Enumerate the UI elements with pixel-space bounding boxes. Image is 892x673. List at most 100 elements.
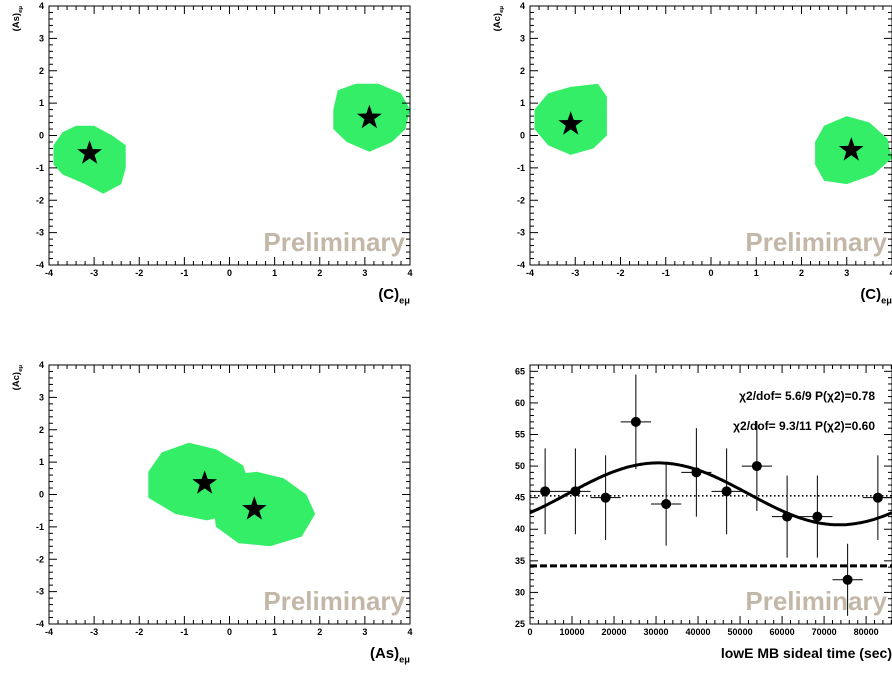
data-point: [751, 461, 762, 472]
x-tick-label: 1: [272, 268, 277, 278]
data-point: [842, 574, 853, 585]
x-tick-label: 4: [889, 268, 892, 278]
y-tick-label: 1: [520, 98, 525, 108]
y-tick-label: 25: [515, 619, 525, 629]
watermark-text: Preliminary: [745, 586, 887, 616]
contour-region: [53, 125, 126, 194]
y-tick-label: 0: [39, 490, 44, 500]
y-tick-label: 60: [515, 398, 525, 408]
x-tick-label: 80000: [854, 627, 879, 637]
y-tick-label: -4: [36, 619, 44, 629]
fit-annotation: χ2/dof= 5.6/9 P(χ2)=0.78: [739, 389, 875, 403]
data-point: [630, 416, 641, 427]
axis-title: (As)eμ: [370, 645, 410, 665]
x-tick-label: -1: [662, 268, 670, 278]
plot-area: [530, 374, 892, 616]
y-tick-label: 2: [520, 66, 525, 76]
x-tick-label: 0: [227, 268, 232, 278]
y-tick-label: 50: [515, 461, 525, 471]
chart-panel-bottom-left: Preliminary -4 -3 -2 -1 0 1 2 3 4 -4 -3 -2 -1 0 1 2 3 4 (As…: [11, 360, 413, 665]
x-tick-label: 0: [527, 627, 532, 637]
data-point: [570, 486, 581, 497]
plot-area: [53, 83, 410, 194]
y-tick-label: -2: [36, 554, 44, 564]
watermark-text: Preliminary: [263, 227, 405, 257]
chart-panel-top-left: Preliminary -4 -3 -2 -1 0 1 2 3 4 -4 -3 -2 -1 0 1 2 3 4 (C)…: [11, 1, 413, 306]
x-tick-label: 0: [227, 627, 232, 637]
x-tick-label: -2: [616, 268, 624, 278]
x-tick-label: 1: [272, 627, 277, 637]
y-tick-label: -3: [36, 587, 44, 597]
y-tick-label: 65: [515, 366, 525, 376]
x-tick-label: 10000: [559, 627, 584, 637]
axis-title: (C)eμ: [378, 286, 410, 306]
chart-panel-top-right: Preliminary -4 -3 -2 -1 0 1 2 3 4 -4 -3 -2 -1 0 1 2 3 4 (C)…: [492, 1, 892, 306]
y-tick-label: 55: [515, 429, 525, 439]
y-tick-label: -3: [517, 228, 525, 238]
y-tick-label: -4: [517, 260, 525, 270]
x-tick-label: 4: [407, 627, 412, 637]
x-tick-label: 3: [844, 268, 849, 278]
x-tick-label: -3: [571, 268, 579, 278]
x-tick-label: 2: [799, 268, 804, 278]
x-tick-label: -1: [180, 268, 188, 278]
y-tick-label: 4: [520, 1, 525, 11]
watermark-text: Preliminary: [263, 586, 405, 616]
y-tick-label: -1: [36, 163, 44, 173]
best-fit-star: [192, 470, 217, 494]
best-fit-star: [242, 496, 267, 520]
data-point: [782, 511, 793, 522]
best-fit-star: [838, 137, 864, 161]
contour-region: [211, 471, 316, 547]
x-tick-label: 40000: [686, 627, 711, 637]
best-fit-star: [77, 140, 102, 164]
axis-title: (C)eμ: [860, 286, 892, 306]
y-tick-label: -3: [36, 228, 44, 238]
y-tick-label: -1: [36, 522, 44, 532]
y-tick-label: 1: [39, 98, 44, 108]
x-tick-label: 4: [407, 268, 412, 278]
x-tick-label: 60000: [770, 627, 795, 637]
best-fit-star: [558, 111, 584, 135]
x-tick-label: 2: [317, 268, 322, 278]
plot-area: [534, 83, 892, 185]
y-tick-label: 4: [39, 360, 44, 370]
data-point: [721, 486, 732, 497]
y-tick-label: -2: [517, 195, 525, 205]
x-tick-label: 20000: [602, 627, 627, 637]
y-tick-label: -4: [36, 260, 44, 270]
sinusoid-fit-curve: [530, 461, 892, 527]
y-tick-label: 3: [520, 33, 525, 43]
y-tick-label: -1: [517, 163, 525, 173]
y-tick-label: 3: [39, 33, 44, 43]
axis-title: (As)eμ: [11, 6, 24, 32]
axis-title: (Ac)eμ: [11, 365, 24, 391]
data-point: [540, 486, 551, 497]
y-tick-label: -2: [36, 195, 44, 205]
x-tick-label: -2: [135, 627, 143, 637]
y-tick-label: 3: [39, 392, 44, 402]
x-tick-label: 3: [362, 627, 367, 637]
data-point: [600, 492, 611, 503]
watermark-text: Preliminary: [745, 227, 887, 257]
x-tick-label: 3: [362, 268, 367, 278]
y-tick-label: 2: [39, 425, 44, 435]
x-tick-label: 30000: [644, 627, 669, 637]
plot-area: [148, 442, 316, 547]
data-point: [661, 498, 672, 509]
best-fit-star: [357, 104, 382, 129]
x-tick-label: -2: [135, 268, 143, 278]
y-tick-label: 40: [515, 524, 525, 534]
y-tick-label: 0: [39, 131, 44, 141]
y-tick-label: 45: [515, 493, 525, 503]
x-tick-label: -4: [45, 627, 53, 637]
x-tick-label: -3: [90, 627, 98, 637]
x-tick-label: -4: [526, 268, 534, 278]
x-tick-label: 2: [317, 627, 322, 637]
y-tick-label: 30: [515, 587, 525, 597]
x-tick-label: 70000: [812, 627, 837, 637]
x-tick-label: 1: [754, 268, 759, 278]
x-tick-label: 50000: [728, 627, 753, 637]
x-tick-label: -3: [90, 268, 98, 278]
fit-annotation: χ2/dof= 9.3/11 P(χ2)=0.60: [733, 419, 875, 433]
